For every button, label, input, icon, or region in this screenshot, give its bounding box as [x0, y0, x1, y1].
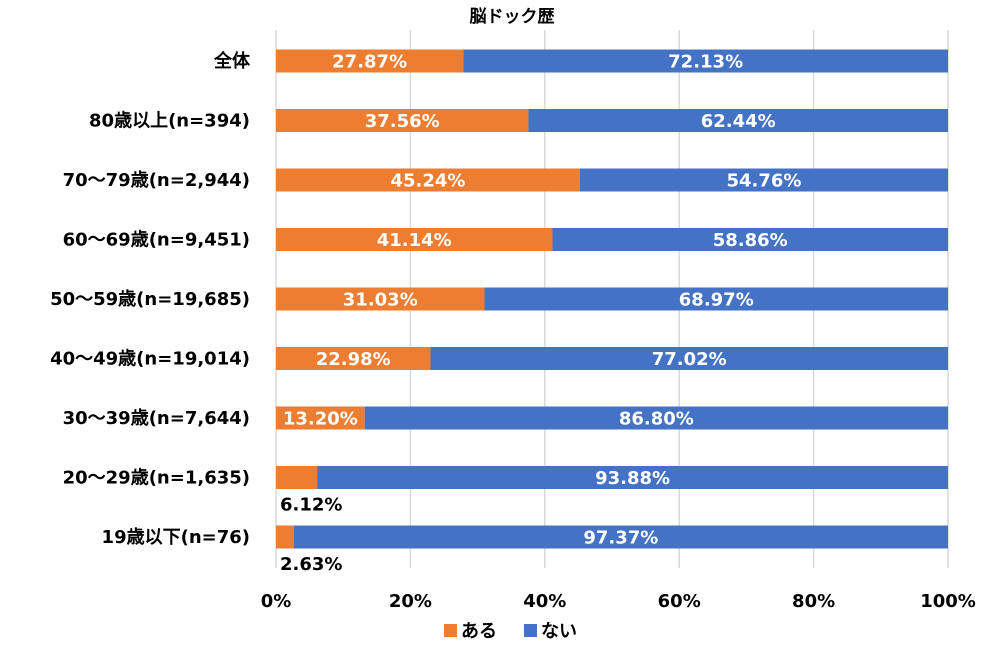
- legend-label: ある: [461, 621, 497, 642]
- bar-segment-aru: [276, 525, 294, 549]
- category-label: 全体: [213, 50, 251, 72]
- data-labels: 27.87% 72.13% 37.56% 62.44% 45.24% 54.76% 41.1…: [280, 52, 801, 576]
- data-label: 86.80%: [619, 409, 694, 430]
- bar-segment-nai: [580, 168, 948, 192]
- data-label: 22.98%: [316, 349, 391, 370]
- x-tick-label: 40%: [523, 591, 566, 612]
- category-label: 50～59歳(n=19,685): [50, 289, 250, 310]
- bar-segment-aru: [276, 406, 365, 430]
- x-axis-ticks: 0% 20% 40% 60% 80% 100%: [261, 591, 976, 612]
- x-tick-label: 20%: [389, 591, 432, 612]
- x-tick-label: 0%: [261, 591, 292, 612]
- data-label: 72.13%: [668, 52, 743, 73]
- data-label: 93.88%: [595, 468, 670, 489]
- bar-segment-nai: [364, 406, 949, 430]
- category-label: 70～79歳(n=2,944): [63, 170, 250, 191]
- bar-segment-nai: [317, 466, 948, 489]
- category-label: 60～69歳(n=9,451): [63, 230, 250, 251]
- data-label: 31.03%: [343, 290, 418, 311]
- x-tick-label: 60%: [658, 591, 701, 612]
- bar-segment-nai: [552, 228, 948, 251]
- bar-segment-aru: [276, 168, 581, 192]
- legend-swatch: [524, 624, 537, 637]
- category-label: 20～29歳(n=1,635): [63, 468, 250, 489]
- bar-segment-aru: [276, 347, 431, 370]
- data-label: 54.76%: [727, 171, 802, 192]
- bar-segment-nai: [528, 109, 948, 132]
- bar-segment-nai: [293, 525, 949, 549]
- category-label: 19歳以下(n=76): [102, 527, 250, 548]
- category-label: 40～49歳(n=19,014): [50, 349, 250, 370]
- bar-segment-nai: [430, 347, 948, 370]
- data-label: 13.20%: [283, 409, 358, 430]
- legend-label: ない: [541, 621, 577, 642]
- data-label: 62.44%: [701, 111, 776, 132]
- category-label: 30～39歳(n=7,644): [63, 408, 250, 429]
- data-label: 6.12%: [280, 495, 342, 516]
- bar-segment-nai: [484, 287, 948, 311]
- bar-segment-aru: [276, 228, 553, 251]
- data-label: 58.86%: [713, 230, 788, 251]
- data-label: 77.02%: [652, 349, 727, 370]
- category-labels: 全体 80歳以上(n=394) 70～79歳(n=2,944) 60～69歳(n=9,…: [50, 50, 251, 548]
- data-label: 68.97%: [679, 290, 754, 311]
- data-label: 97.37%: [583, 528, 658, 549]
- data-label: 45.24%: [391, 171, 466, 192]
- x-tick-label: 80%: [792, 591, 835, 612]
- data-label: 27.87%: [332, 52, 407, 73]
- legend-swatch: [444, 624, 457, 637]
- data-label: 37.56%: [365, 111, 440, 132]
- bar-segment-aru: [276, 466, 318, 489]
- bar-segment-aru: [276, 109, 529, 132]
- legend: ある ない: [444, 621, 577, 642]
- chart-title: 脳ドック歴: [470, 7, 555, 27]
- bar-segment-nai: [463, 49, 948, 73]
- data-label: 41.14%: [377, 230, 452, 251]
- x-tick-label: 100%: [920, 591, 976, 612]
- category-label: 80歳以上(n=394): [89, 111, 250, 132]
- bars: [276, 49, 949, 549]
- data-label: 2.63%: [280, 554, 342, 575]
- bar-segment-aru: [276, 49, 464, 73]
- bar-segment-aru: [276, 287, 485, 311]
